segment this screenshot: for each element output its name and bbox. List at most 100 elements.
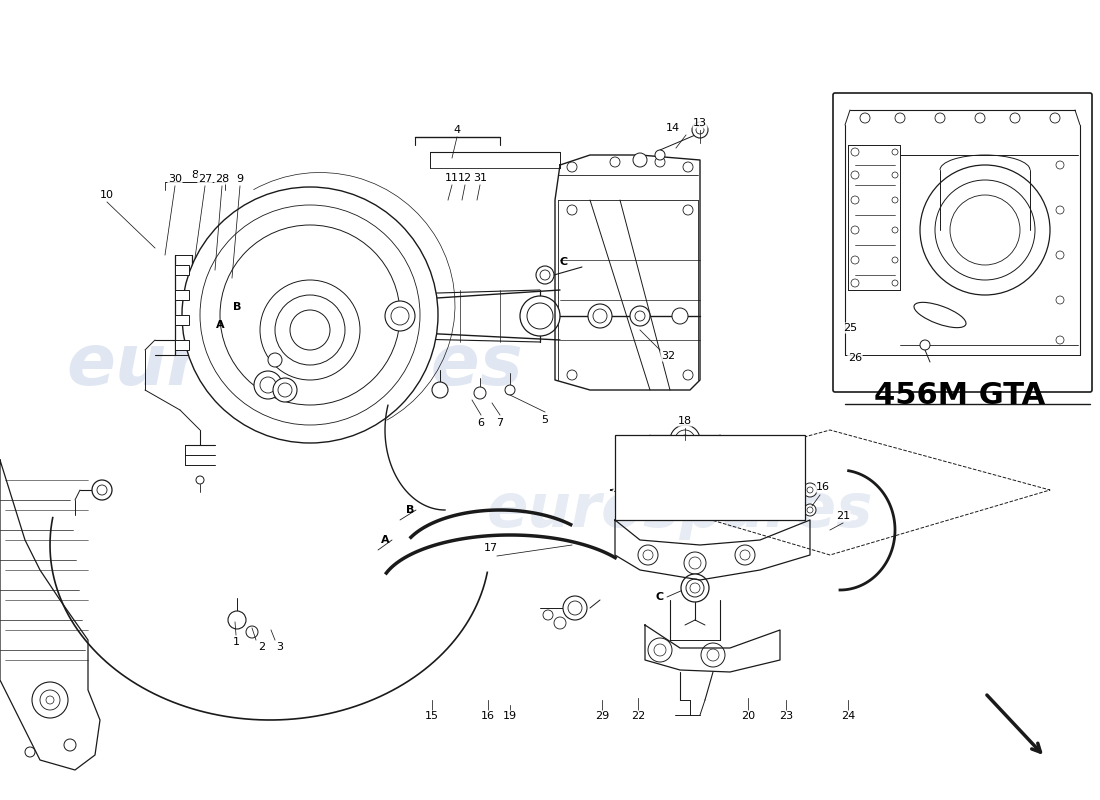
Circle shape	[892, 257, 898, 263]
Circle shape	[64, 739, 76, 751]
Bar	[175, 340, 189, 350]
Text: 456M GTA: 456M GTA	[874, 381, 1046, 410]
Circle shape	[97, 485, 107, 495]
Text: 2: 2	[258, 642, 265, 652]
Text: 17: 17	[484, 543, 498, 553]
Text: 27: 27	[198, 174, 212, 184]
Text: 9: 9	[236, 174, 243, 184]
Circle shape	[803, 483, 817, 497]
Text: A: A	[381, 535, 389, 545]
Circle shape	[273, 378, 297, 402]
Circle shape	[268, 353, 282, 367]
Text: B: B	[233, 302, 241, 312]
Text: 12: 12	[458, 173, 472, 183]
Text: 19: 19	[503, 711, 517, 721]
Circle shape	[670, 425, 700, 455]
Circle shape	[520, 296, 560, 336]
Circle shape	[385, 301, 415, 331]
Text: 8: 8	[191, 170, 199, 180]
Text: 6: 6	[477, 418, 484, 428]
Circle shape	[692, 122, 708, 138]
Circle shape	[672, 308, 688, 324]
Text: 7: 7	[496, 418, 504, 428]
Text: 16: 16	[481, 711, 495, 721]
Circle shape	[681, 574, 710, 602]
Circle shape	[804, 504, 816, 516]
Circle shape	[632, 153, 647, 167]
Circle shape	[390, 307, 409, 325]
Circle shape	[696, 126, 704, 134]
Circle shape	[735, 545, 755, 565]
Circle shape	[920, 340, 929, 350]
Text: 24: 24	[840, 711, 855, 721]
Circle shape	[505, 385, 515, 395]
Circle shape	[25, 747, 35, 757]
Text: 11: 11	[446, 173, 459, 183]
Circle shape	[683, 205, 693, 215]
Circle shape	[540, 270, 550, 280]
Circle shape	[200, 205, 420, 425]
Circle shape	[566, 370, 578, 380]
Circle shape	[892, 149, 898, 155]
Text: 18: 18	[678, 416, 692, 426]
Circle shape	[689, 557, 701, 569]
Circle shape	[588, 304, 612, 328]
Circle shape	[851, 279, 859, 287]
Circle shape	[892, 227, 898, 233]
Circle shape	[851, 148, 859, 156]
Circle shape	[566, 205, 578, 215]
Text: eurospares: eurospares	[486, 481, 873, 539]
Text: A: A	[216, 320, 224, 330]
Circle shape	[707, 649, 719, 661]
Circle shape	[851, 256, 859, 264]
Circle shape	[46, 696, 54, 704]
Circle shape	[610, 157, 620, 167]
Circle shape	[851, 226, 859, 234]
Text: eurospares: eurospares	[67, 330, 524, 399]
Circle shape	[892, 172, 898, 178]
Circle shape	[807, 487, 813, 493]
Text: B: B	[406, 505, 415, 515]
Circle shape	[935, 113, 945, 123]
Circle shape	[935, 180, 1035, 280]
Circle shape	[593, 309, 607, 323]
Circle shape	[654, 644, 666, 656]
Text: 16: 16	[816, 482, 831, 492]
Circle shape	[1056, 296, 1064, 304]
Text: C: C	[560, 257, 568, 267]
FancyBboxPatch shape	[833, 93, 1092, 392]
Text: 20: 20	[741, 711, 755, 721]
Circle shape	[543, 610, 553, 620]
Circle shape	[654, 157, 666, 167]
Circle shape	[1056, 206, 1064, 214]
Text: 1: 1	[232, 637, 240, 647]
Text: 10: 10	[100, 190, 114, 200]
Circle shape	[690, 583, 700, 593]
Circle shape	[680, 435, 690, 445]
Circle shape	[701, 643, 725, 667]
Circle shape	[950, 195, 1020, 265]
Circle shape	[40, 690, 60, 710]
Circle shape	[630, 306, 650, 326]
Text: 32: 32	[661, 351, 675, 361]
Ellipse shape	[914, 302, 966, 328]
Circle shape	[228, 611, 246, 629]
Circle shape	[92, 480, 112, 500]
Text: 13: 13	[693, 118, 707, 128]
Circle shape	[683, 162, 693, 172]
Circle shape	[920, 165, 1050, 295]
Circle shape	[675, 430, 695, 450]
Text: 30: 30	[168, 174, 182, 184]
Circle shape	[635, 311, 645, 321]
Text: 15: 15	[425, 711, 439, 721]
Circle shape	[568, 601, 582, 615]
Circle shape	[683, 370, 693, 380]
Text: C: C	[656, 592, 664, 602]
Text: 21: 21	[836, 511, 850, 521]
Bar	[175, 265, 189, 275]
Circle shape	[1056, 251, 1064, 259]
Circle shape	[684, 552, 706, 574]
Bar	[175, 290, 189, 300]
Circle shape	[648, 638, 672, 662]
Circle shape	[851, 196, 859, 204]
